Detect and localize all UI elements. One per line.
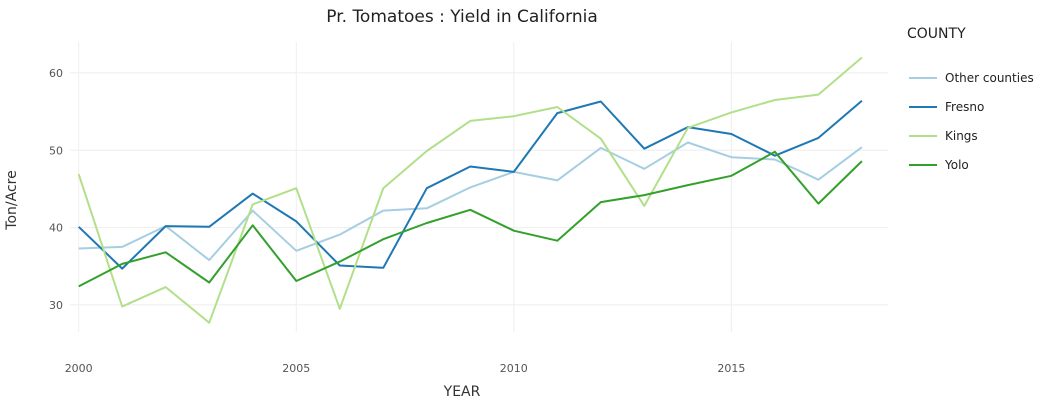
chart-title: Pr. Tomatoes : Yield in California bbox=[326, 7, 598, 27]
series-line-fresno bbox=[78, 100, 863, 270]
y-tick-label: 30 bbox=[49, 299, 63, 312]
legend: COUNTY Other counties Fresno Kings Yolo bbox=[907, 26, 1034, 172]
series-line-yolo bbox=[78, 150, 863, 288]
grid bbox=[70, 42, 888, 332]
x-tick-label: 2000 bbox=[65, 362, 93, 375]
y-tick-label: 40 bbox=[49, 222, 63, 235]
series-line-other-counties bbox=[78, 141, 863, 262]
legend-label: Other counties bbox=[945, 71, 1034, 85]
y-tick-label: 50 bbox=[49, 144, 63, 157]
y-tick-label: 60 bbox=[49, 67, 63, 80]
series-line-kings bbox=[77, 56, 863, 324]
legend-item-other-counties[interactable]: Other counties bbox=[909, 71, 1034, 85]
legend-label: Yolo bbox=[944, 158, 969, 172]
series-lines bbox=[77, 56, 863, 324]
x-axis-title: YEAR bbox=[443, 384, 481, 400]
y-axis-ticks: 30 40 50 60 bbox=[49, 67, 63, 312]
legend-label: Fresno bbox=[945, 100, 984, 114]
x-tick-label: 2005 bbox=[282, 362, 310, 375]
legend-item-fresno[interactable]: Fresno bbox=[909, 100, 984, 114]
x-axis-ticks: 2000 2005 2010 2015 bbox=[65, 362, 746, 375]
y-axis-title: Ton/Acre bbox=[4, 170, 20, 230]
x-tick-label: 2015 bbox=[717, 362, 745, 375]
legend-item-yolo[interactable]: Yolo bbox=[909, 158, 969, 172]
x-tick-label: 2010 bbox=[500, 362, 528, 375]
legend-label: Kings bbox=[945, 129, 978, 143]
legend-title: COUNTY bbox=[907, 26, 966, 42]
legend-item-kings[interactable]: Kings bbox=[909, 129, 978, 143]
